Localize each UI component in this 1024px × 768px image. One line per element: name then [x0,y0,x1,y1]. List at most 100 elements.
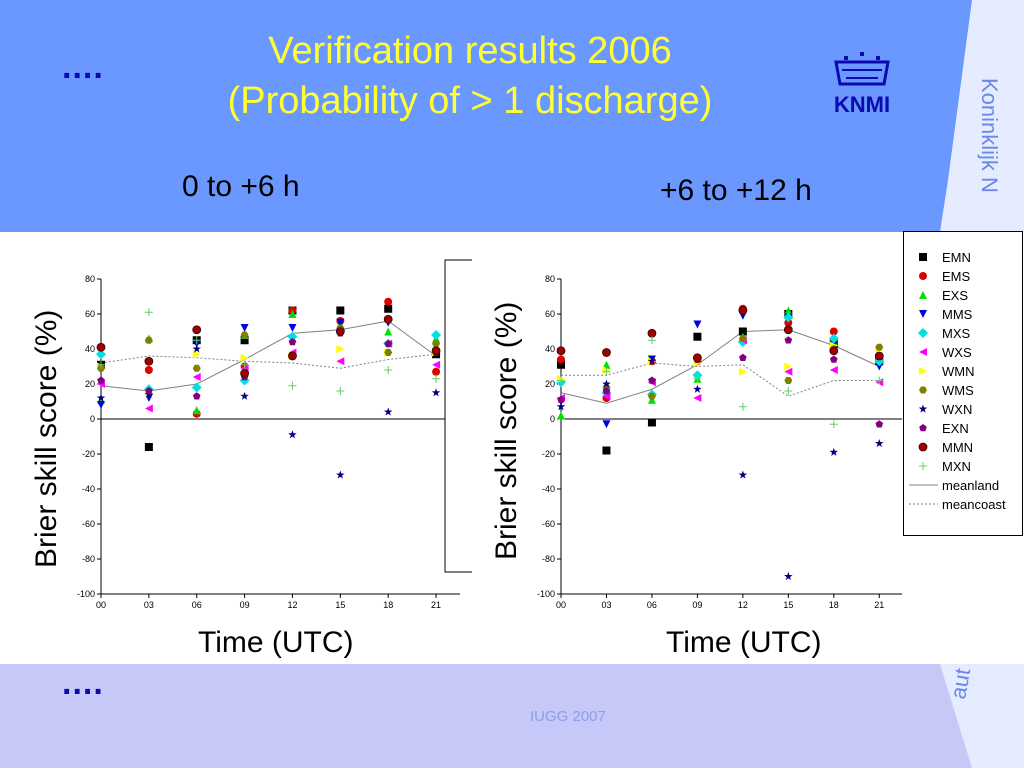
series-line-meancoast [561,362,880,397]
series-line-meanland [560,329,880,404]
data-point-EXN [739,353,747,361]
data-point-WMN [240,353,249,362]
data-point-MXN [738,402,747,411]
data-point-WMN [738,367,747,376]
series-EMN [97,304,441,451]
data-point-MXN [557,376,565,385]
legend-item-MMS: MMS [908,305,972,323]
series-WXN [556,356,884,581]
data-point-MXN [97,360,105,369]
data-point-MMN [874,351,884,361]
slide-title-line2: (Probability of > 1 discharge) [227,80,713,122]
legend-item-MXN: MXN [908,457,971,475]
data-point-MMS [144,394,153,402]
data-point-EMS [557,355,565,364]
y-tick-label: -40 [542,484,555,494]
legend-swatch [919,310,927,318]
x-tick-label: 12 [738,600,748,610]
data-point-WXS [432,360,441,369]
y-axis-title-right: Brier skill score (%) [490,301,523,560]
data-point-WXN [240,391,249,400]
y-tick-label: -80 [542,554,555,564]
data-point-MMS [240,324,249,332]
x-tick-label: 21 [431,600,441,610]
data-point-MMN [692,353,702,363]
panel-left-title: 0 to +6 h [182,170,300,203]
data-point-WMS [432,340,441,348]
data-point-EMN [557,360,565,369]
data-point-WMS [875,343,884,351]
legend-item-MMN: MMN [908,438,973,456]
data-point-WXS [336,357,345,366]
data-point-MXN [240,360,249,369]
axis-lines-0 [100,279,460,595]
data-point-WXN [829,447,839,456]
data-point-EXN [875,420,884,428]
data-point-MXS [828,333,839,344]
x-tick-label: 00 [556,600,566,610]
partial-legend-box [444,259,472,573]
series-EXN [557,336,884,428]
series-MMN [96,314,441,378]
data-point-MMN [288,351,297,361]
x-tick-label: 03 [601,600,611,610]
data-point-EXN [288,338,297,346]
title-band [0,0,1024,232]
data-point-WMS [384,349,393,356]
data-point-MXN [875,376,884,385]
x-tick-label: 18 [383,600,393,610]
data-point-WXS [784,367,793,376]
footer-band [0,664,1024,768]
data-point-MMN [96,342,106,352]
y-tick-label: 40 [85,344,95,354]
series-line-meanland [100,320,437,392]
legend-item-meanland: meanland [908,476,999,494]
data-point-WXS [192,373,201,381]
data-point-MXS [783,312,794,323]
panel-right-title: +6 to +12 h [660,174,812,207]
data-point-MXN [384,366,393,374]
legend-label: meancoast [942,496,1006,512]
data-point-WMN [192,350,201,359]
data-point-MMN [829,346,839,356]
data-point-WXN [874,439,884,448]
data-point-WXN [336,470,345,479]
y-tick-label: 80 [545,274,555,284]
data-point-MMN [335,327,345,336]
data-point-MXN [784,387,793,395]
data-point-EXS [192,406,201,415]
data-point-EMS [384,297,393,306]
slide-title-line1: Verification results 2006 [268,30,672,72]
y-tick-label: -80 [82,554,95,564]
y-tick-label: -20 [82,449,95,459]
data-point-MXS [431,330,442,340]
data-point-EXN [648,376,656,384]
legend-item-WXS: WXS [908,343,972,361]
legend-label: EXS [942,287,969,303]
legend-item-EMS: EMS [908,267,970,285]
data-point-EMS [829,327,838,336]
legend-item-EXS: EXS [908,286,968,304]
data-point-MXN [192,336,201,345]
y-tick-label: 20 [85,379,95,389]
series-MXN [97,308,441,395]
data-point-WXS [693,394,702,402]
legend-item-EXN: EXN [908,419,969,437]
data-point-EXS [288,310,297,318]
axis-lines-1 [560,279,902,595]
data-point-MMN [383,314,393,324]
legend-item-WMS: WMS [908,381,974,399]
data-point-WMS [240,331,249,339]
y-tick-label: -60 [82,519,95,529]
data-point-MMN [192,325,202,335]
data-point-MMN [556,346,566,356]
legend-label: MMN [942,439,974,455]
legend-label: WXN [942,401,973,417]
legend-item-WXN: WXN [908,400,972,418]
legend-swatch [919,367,927,375]
x-tick-label: 18 [829,600,839,610]
data-point-WXS [829,366,838,374]
data-point-WXN [288,430,297,439]
x-tick-label: 09 [240,600,250,610]
legend-item-EMN: EMN [908,248,971,266]
